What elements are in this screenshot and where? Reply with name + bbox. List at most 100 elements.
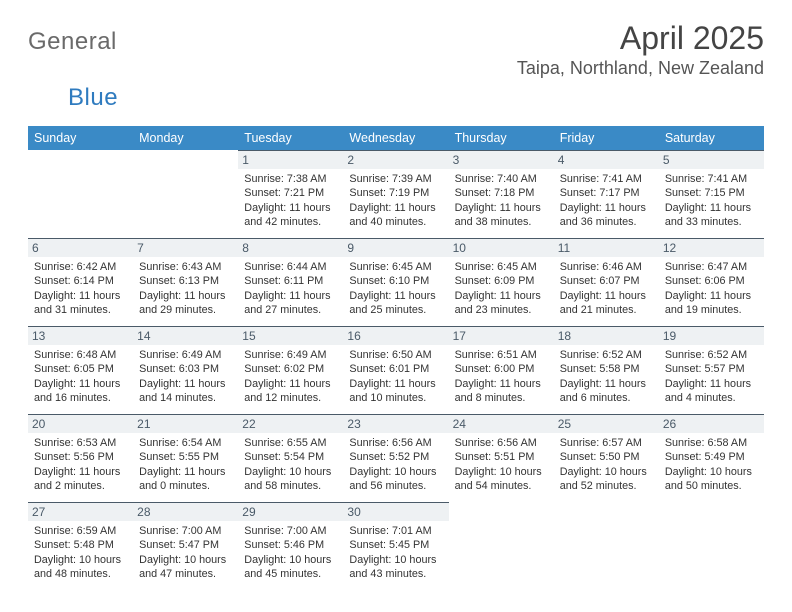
day-number-bar: 22: [238, 414, 343, 433]
sunset-line: Sunset: 7:17 PM: [560, 186, 653, 200]
logo-word-blue: Blue: [28, 84, 118, 111]
daylight-line: Daylight: 10 hours and 48 minutes.: [34, 553, 127, 582]
day-number-bar: 27: [28, 502, 133, 521]
sunset-line: Sunset: 5:52 PM: [349, 450, 442, 464]
calendar-cell: 23Sunrise: 6:56 AMSunset: 5:52 PMDayligh…: [343, 414, 448, 502]
sunrise-line: Sunrise: 6:48 AM: [34, 348, 127, 362]
day-number-bar: 10: [449, 238, 554, 257]
day-detail-lines: Sunrise: 7:39 AMSunset: 7:19 PMDaylight:…: [349, 172, 442, 229]
daylight-line: Daylight: 11 hours and 19 minutes.: [665, 289, 758, 318]
day-of-week-header: Friday: [554, 126, 659, 150]
daylight-line: Daylight: 11 hours and 2 minutes.: [34, 465, 127, 494]
daylight-line: Daylight: 11 hours and 38 minutes.: [455, 201, 548, 230]
sunrise-line: Sunrise: 6:47 AM: [665, 260, 758, 274]
calendar-cell: 1Sunrise: 7:38 AMSunset: 7:21 PMDaylight…: [238, 150, 343, 238]
daylight-line: Daylight: 11 hours and 25 minutes.: [349, 289, 442, 318]
sunrise-line: Sunrise: 6:52 AM: [560, 348, 653, 362]
calendar-cell: 15 Sunrise: 6:49 AMSunset: 6:02 PMDayligh…: [238, 326, 343, 414]
sunrise-line: Sunrise: 6:58 AM: [665, 436, 758, 450]
day-detail-lines: Sunrise: 6:56 AMSunset: 5:52 PMDaylight:…: [349, 436, 442, 493]
calendar-cell: 20Sunrise: 6:53 AMSunset: 5:56 PMDayligh…: [28, 414, 133, 502]
sunset-line: Sunset: 6:03 PM: [139, 362, 232, 376]
sunset-line: Sunset: 6:14 PM: [34, 274, 127, 288]
calendar-cell: 25Sunrise: 6:57 AMSunset: 5:50 PMDayligh…: [554, 414, 659, 502]
day-number-bar: 3: [449, 150, 554, 169]
calendar-head: SundayMondayTuesdayWednesdayThursdayFrid…: [28, 126, 764, 150]
calendar-cell: 12Sunrise: 6:47 AMSunset: 6:06 PMDayligh…: [659, 238, 764, 326]
sunset-line: Sunset: 5:56 PM: [34, 450, 127, 464]
sunset-line: Sunset: 7:18 PM: [455, 186, 548, 200]
calendar-cell: 11Sunrise: 6:46 AMSunset: 6:07 PMDayligh…: [554, 238, 659, 326]
daylight-line: Daylight: 11 hours and 31 minutes.: [34, 289, 127, 318]
calendar-week-row: 6Sunrise: 6:42 AMSunset: 6:14 PMDaylight…: [28, 238, 764, 326]
sunrise-line: Sunrise: 7:00 AM: [244, 524, 337, 538]
day-detail-lines: Sunrise: 6:45 AMSunset: 6:09 PMDaylight:…: [455, 260, 548, 317]
brand-logo: General Blue: [28, 22, 118, 112]
day-detail-lines: Sunrise: 6:44 AMSunset: 6:11 PMDaylight:…: [244, 260, 337, 317]
day-number-bar: 15: [238, 326, 343, 345]
calendar-week-row: 13Sunrise: 6:48 AMSunset: 6:05 PMDayligh…: [28, 326, 764, 414]
daylight-line: Daylight: 11 hours and 23 minutes.: [455, 289, 548, 318]
day-number-bar: 21: [133, 414, 238, 433]
day-detail-lines: Sunrise: 6:57 AMSunset: 5:50 PMDaylight:…: [560, 436, 653, 493]
day-detail-lines: Sunrise: 6:59 AMSunset: 5:48 PMDaylight:…: [34, 524, 127, 581]
sunrise-line: Sunrise: 7:38 AM: [244, 172, 337, 186]
sunrise-line: Sunrise: 6:42 AM: [34, 260, 127, 274]
calendar-cell: 2 Sunrise: 7:39 AMSunset: 7:19 PMDaylight…: [343, 150, 448, 238]
calendar-cell: 24Sunrise: 6:56 AMSunset: 5:51 PMDayligh…: [449, 414, 554, 502]
sunset-line: Sunset: 5:49 PM: [665, 450, 758, 464]
sunrise-line: Sunrise: 6:46 AM: [560, 260, 653, 274]
sunrise-line: Sunrise: 6:45 AM: [349, 260, 442, 274]
sunrise-line: Sunrise: 6:49 AM: [139, 348, 232, 362]
day-detail-lines: Sunrise: 6:43 AMSunset: 6:13 PMDaylight:…: [139, 260, 232, 317]
day-detail-lines: Sunrise: 6:49 AMSunset: 6:02 PMDaylight:…: [244, 348, 337, 405]
sunset-line: Sunset: 6:01 PM: [349, 362, 442, 376]
sunrise-line: Sunrise: 7:39 AM: [349, 172, 442, 186]
day-detail-lines: Sunrise: 7:41 AMSunset: 7:17 PMDaylight:…: [560, 172, 653, 229]
calendar-cell: [133, 150, 238, 238]
sunrise-line: Sunrise: 6:56 AM: [455, 436, 548, 450]
day-of-week-header: Thursday: [449, 126, 554, 150]
daylight-line: Daylight: 11 hours and 14 minutes.: [139, 377, 232, 406]
day-number-bar: 19: [659, 326, 764, 345]
sunset-line: Sunset: 7:15 PM: [665, 186, 758, 200]
day-detail-lines: Sunrise: 6:55 AMSunset: 5:54 PMDaylight:…: [244, 436, 337, 493]
daylight-line: Daylight: 11 hours and 12 minutes.: [244, 377, 337, 406]
calendar-cell: 4Sunrise: 7:41 AMSunset: 7:17 PMDaylight…: [554, 150, 659, 238]
calendar-cell: 18Sunrise: 6:52 AMSunset: 5:58 PMDayligh…: [554, 326, 659, 414]
sunrise-line: Sunrise: 6:44 AM: [244, 260, 337, 274]
calendar-cell: 9Sunrise: 6:45 AMSunset: 6:10 PMDaylight…: [343, 238, 448, 326]
calendar-week-row: 20Sunrise: 6:53 AMSunset: 5:56 PMDayligh…: [28, 414, 764, 502]
sunset-line: Sunset: 6:06 PM: [665, 274, 758, 288]
sunset-line: Sunset: 6:09 PM: [455, 274, 548, 288]
calendar-body: 1Sunrise: 7:38 AMSunset: 7:21 PMDaylight…: [28, 150, 764, 590]
daylight-line: Daylight: 10 hours and 43 minutes.: [349, 553, 442, 582]
day-number-bar: 5: [659, 150, 764, 169]
day-of-week-header: Wednesday: [343, 126, 448, 150]
day-number-bar: 9: [343, 238, 448, 257]
calendar-cell: 19Sunrise: 6:52 AMSunset: 5:57 PMDayligh…: [659, 326, 764, 414]
daylight-line: Daylight: 11 hours and 6 minutes.: [560, 377, 653, 406]
sunrise-line: Sunrise: 6:56 AM: [349, 436, 442, 450]
sunrise-line: Sunrise: 7:40 AM: [455, 172, 548, 186]
day-number-bar: 26: [659, 414, 764, 433]
calendar-cell: 13Sunrise: 6:48 AMSunset: 6:05 PMDayligh…: [28, 326, 133, 414]
sunset-line: Sunset: 5:58 PM: [560, 362, 653, 376]
day-of-week-header: Saturday: [659, 126, 764, 150]
day-detail-lines: Sunrise: 7:41 AMSunset: 7:15 PMDaylight:…: [665, 172, 758, 229]
day-detail-lines: Sunrise: 7:00 AMSunset: 5:46 PMDaylight:…: [244, 524, 337, 581]
day-detail-lines: Sunrise: 6:48 AMSunset: 6:05 PMDaylight:…: [34, 348, 127, 405]
day-of-week-row: SundayMondayTuesdayWednesdayThursdayFrid…: [28, 126, 764, 150]
day-of-week-header: Sunday: [28, 126, 133, 150]
day-detail-lines: Sunrise: 6:53 AMSunset: 5:56 PMDaylight:…: [34, 436, 127, 493]
sunrise-line: Sunrise: 6:59 AM: [34, 524, 127, 538]
daylight-line: Daylight: 11 hours and 16 minutes.: [34, 377, 127, 406]
day-detail-lines: Sunrise: 6:42 AMSunset: 6:14 PMDaylight:…: [34, 260, 127, 317]
day-number-bar: 11: [554, 238, 659, 257]
day-number-bar: 2: [343, 150, 448, 169]
calendar-cell: 21Sunrise: 6:54 AMSunset: 5:55 PMDayligh…: [133, 414, 238, 502]
location-subtitle: Taipa, Northland, New Zealand: [517, 58, 764, 79]
sunset-line: Sunset: 5:57 PM: [665, 362, 758, 376]
daylight-line: Daylight: 11 hours and 0 minutes.: [139, 465, 232, 494]
calendar-cell: 16Sunrise: 6:50 AMSunset: 6:01 PMDayligh…: [343, 326, 448, 414]
